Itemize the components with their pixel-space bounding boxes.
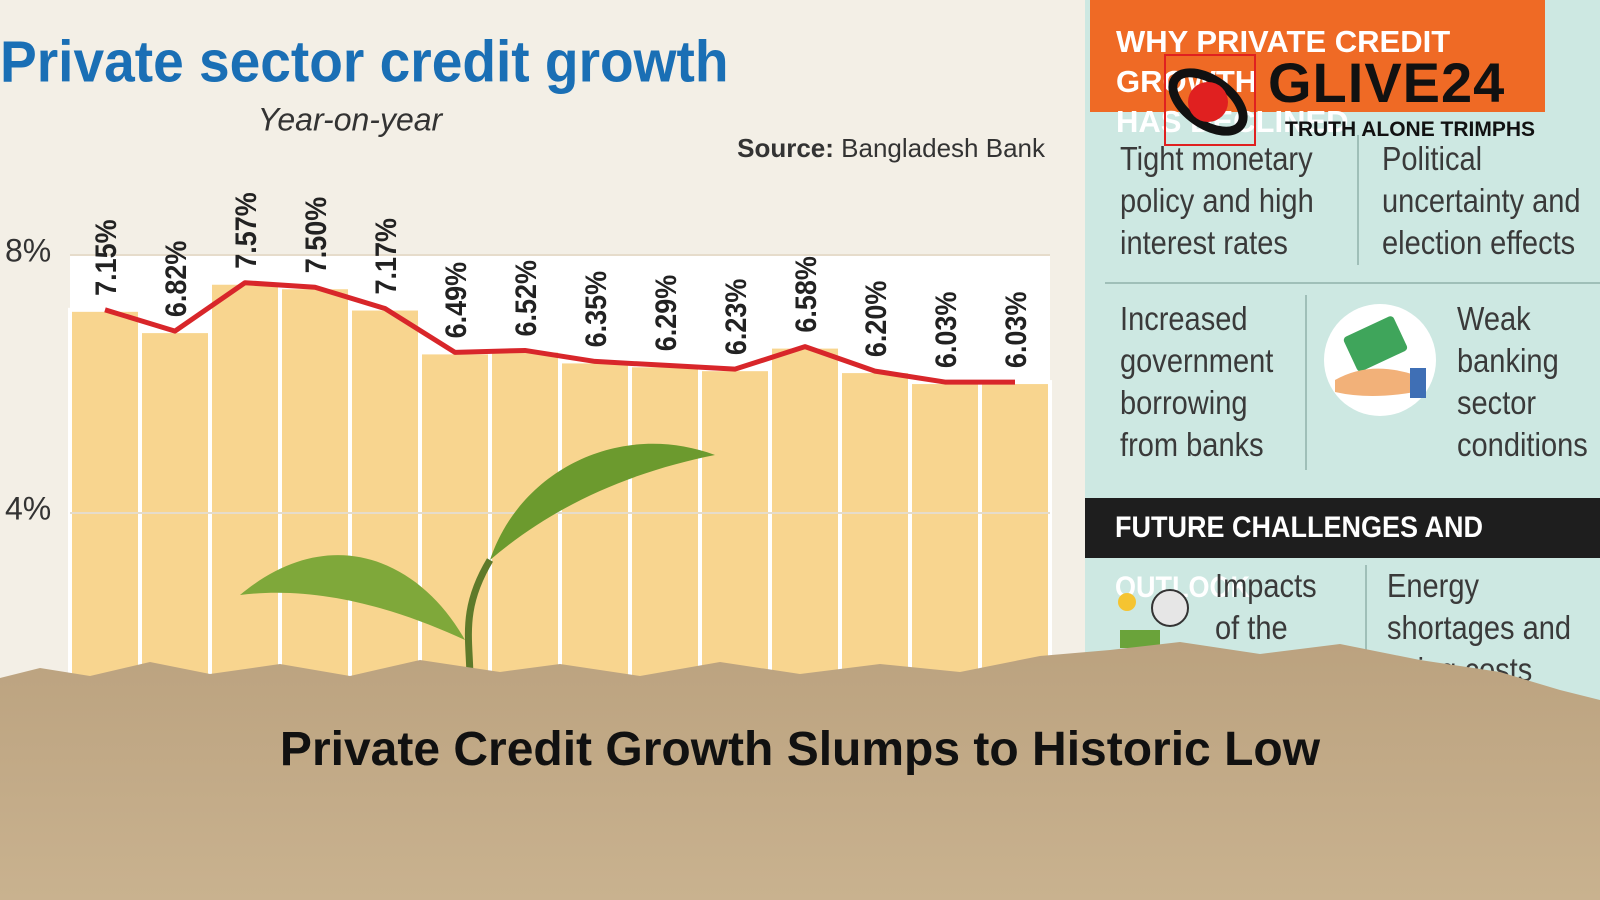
- y-tick-label: 8%: [5, 232, 51, 268]
- source: Source: Bangladesh Bank: [737, 133, 1046, 163]
- reason: Tight monetary policy and high interest …: [1120, 140, 1314, 261]
- challenge: Energy shortages and rising costs: [1387, 567, 1572, 688]
- value-label: 6.20%: [860, 281, 894, 357]
- logo-tagline: TRUTH ALONE TRIMPHS: [1285, 118, 1536, 141]
- future-title: FUTURE CHALLENGES AND OUTLOOK: [1115, 511, 1484, 604]
- logo-frame: [1164, 54, 1256, 146]
- icon-hand: [1335, 368, 1415, 396]
- value-label: 6.29%: [650, 275, 684, 351]
- divider: [1365, 565, 1367, 675]
- source-label: Source:: [737, 133, 834, 163]
- logo-ring: [1168, 68, 1248, 136]
- reason: Increased government borrowing from bank…: [1120, 300, 1274, 463]
- value-label: 7.15%: [90, 219, 124, 295]
- value-label: 7.17%: [370, 218, 404, 294]
- plant-leaf: [240, 555, 465, 640]
- logo-dot: [1188, 82, 1228, 122]
- source-name: Bangladesh Bank: [841, 133, 1046, 163]
- y-tick-label: 4%: [5, 490, 51, 526]
- sand-ground: [0, 642, 1600, 900]
- value-label: 6.23%: [720, 279, 754, 355]
- chart-title: Private sector credit growth: [0, 29, 728, 94]
- value-label: 6.52%: [510, 260, 544, 336]
- value-label: 6.58%: [790, 256, 824, 332]
- plant: [240, 443, 715, 681]
- value-label: 6.35%: [580, 271, 614, 347]
- value-label: 7.57%: [230, 192, 264, 268]
- divider: [1105, 282, 1600, 284]
- divider: [1305, 295, 1307, 470]
- icon-tank: [1120, 630, 1160, 648]
- icon-bill: [1343, 316, 1408, 372]
- money-icon: [1324, 304, 1436, 416]
- plant-leaf: [490, 443, 715, 560]
- value-label: 6.03%: [1000, 292, 1034, 368]
- challenge-icon: [1118, 589, 1189, 648]
- logo-name: GLIVE24: [1268, 51, 1506, 114]
- value-label: 6.82%: [160, 241, 194, 317]
- icon-cloud: [1151, 589, 1189, 627]
- value-label: 6.49%: [440, 262, 474, 338]
- logo: GLIVE24 TRUTH ALONE TRIMPHS: [1160, 50, 1540, 150]
- icon-cuff: [1410, 368, 1426, 398]
- trend-line: [104, 280, 1015, 385]
- chart-subtitle: Year-on-year: [258, 101, 444, 137]
- reason: Political uncertainty and election effec…: [1382, 140, 1581, 261]
- reason: Weak banking sector conditions: [1457, 300, 1588, 463]
- icon-star: [1118, 593, 1136, 611]
- divider: [1357, 135, 1359, 265]
- headline: Private Credit Growth Slumps to Historic…: [279, 723, 1321, 776]
- info-panel: WHY PRIVATE CREDIT GROWTH HAS DECLINED T…: [1085, 0, 1600, 900]
- value-label: 7.50%: [300, 197, 334, 273]
- challenge: Impacts of the: [1215, 567, 1317, 646]
- future-banner: FUTURE CHALLENGES AND OUTLOOK: [1085, 498, 1600, 604]
- plant-stem: [464, 558, 494, 681]
- value-label: 6.03%: [930, 292, 964, 368]
- logo-mark: [1164, 54, 1256, 146]
